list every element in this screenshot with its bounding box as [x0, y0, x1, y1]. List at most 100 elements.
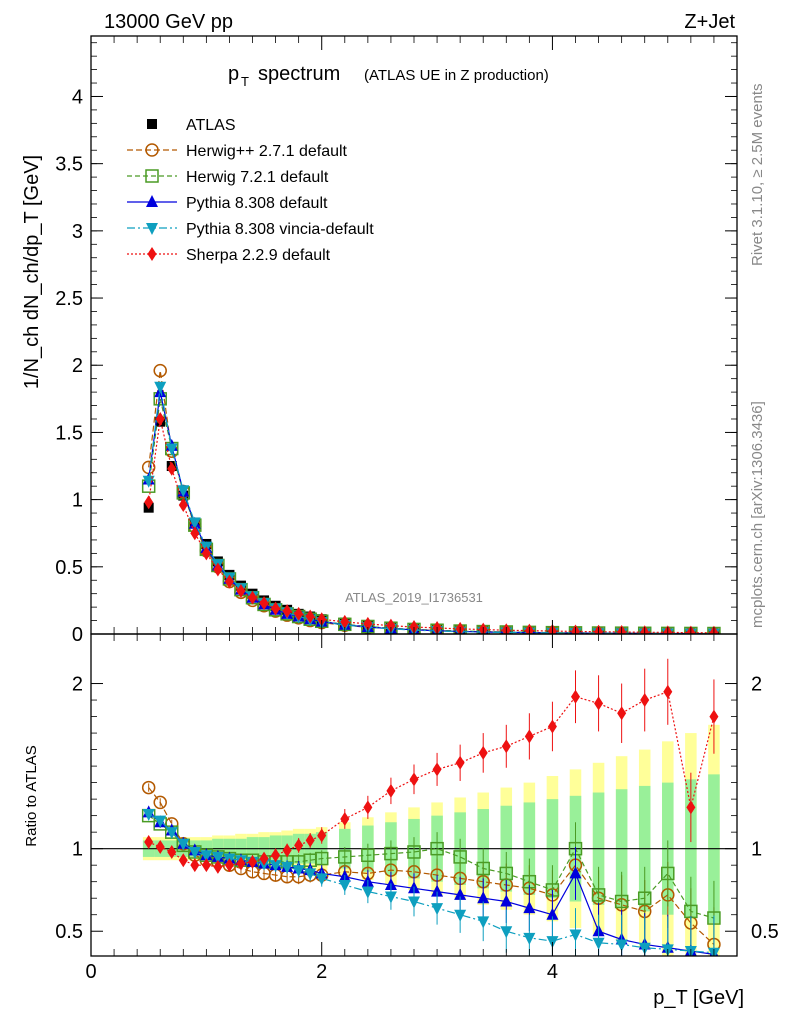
ratio-point	[478, 745, 488, 760]
main-y-label-text: 1/N_ch dN_ch/dp_T [GeV]	[21, 155, 43, 389]
ratio-point	[546, 907, 559, 920]
ratio-point	[282, 843, 292, 858]
main-point	[144, 495, 154, 510]
ratio-point	[476, 861, 490, 876]
y-tick-label: 2	[72, 355, 83, 377]
ratio-point	[592, 937, 605, 950]
main-point	[224, 574, 234, 589]
ratio-point	[569, 866, 582, 879]
ratio-point	[177, 838, 190, 851]
ratio-point	[431, 903, 444, 916]
ratio-point	[430, 841, 444, 856]
ratio-point	[477, 891, 490, 904]
ratio-point	[407, 845, 421, 859]
ratio-point	[547, 719, 557, 734]
ratio-point	[201, 858, 211, 873]
ratio-point	[409, 772, 419, 787]
ratio-point	[361, 886, 374, 899]
ratio-series-4	[144, 658, 719, 874]
legend-item: ATLAS	[147, 117, 236, 134]
series-line-5	[148, 418, 714, 634]
ratio-point	[638, 942, 651, 955]
ratio-point	[224, 858, 234, 873]
x-tick-label: 0	[85, 961, 96, 983]
ratio-panel: 0.5 0.5 1 1 2 2 0 2 4	[55, 36, 779, 983]
main-point	[142, 475, 155, 488]
mcplots-credit: mcplots.cern.ch [arXiv:1306.3436]	[749, 401, 766, 628]
x-tick-label: 4	[547, 961, 558, 983]
ratio-point	[661, 866, 675, 881]
ratio-point	[384, 891, 397, 904]
ratio-point	[453, 850, 467, 864]
main-y-label: 1/N_ch dN_ch/dp_T [GeV]	[21, 155, 43, 389]
ratio-point	[363, 800, 373, 815]
y-tick-label: 1.5	[55, 422, 83, 444]
ratio-point	[142, 808, 155, 821]
ratio-point	[709, 709, 719, 724]
ratio-point	[408, 896, 420, 909]
legend-item: Herwig 7.2.1 default	[127, 169, 329, 186]
main-point	[167, 461, 177, 476]
ratio-point	[338, 879, 351, 892]
x-axis-label: p_T [GeV]	[653, 987, 744, 1009]
series-5	[144, 411, 719, 634]
main-y-axis: 0 0.5 1 1.5 2 2.5 3 3.5 4	[55, 42, 737, 646]
ratio-point	[384, 846, 398, 861]
title-word: spectrum	[258, 63, 340, 85]
legend-label: Herwig 7.2.1 default	[186, 169, 329, 186]
y-tick-label: 0	[72, 624, 83, 646]
y-tick-label: 3.5	[55, 154, 83, 176]
ratio-point	[153, 795, 167, 810]
ratio-point	[144, 835, 154, 850]
title-p: p	[228, 63, 239, 85]
main-point	[317, 612, 327, 627]
main-point	[188, 517, 201, 530]
y-tick-label: 3	[72, 221, 83, 243]
legend-item: Sherpa 2.2.9 default	[127, 247, 331, 264]
main-point	[213, 562, 223, 577]
series-0	[143, 416, 719, 634]
ratio-point	[294, 838, 304, 853]
ratio-point	[155, 840, 165, 855]
ratio-point	[637, 891, 652, 905]
plot-title: p T spectrum (ATLAS UE in Z production)	[228, 63, 549, 89]
ratio-tick-label: 2	[72, 674, 83, 696]
ratio-point	[617, 706, 627, 721]
ratio-point	[431, 884, 444, 897]
legend-marker	[146, 223, 158, 235]
ratio-tick-label-right: 2	[751, 674, 762, 696]
ratio-point	[591, 888, 606, 902]
legend-item: Pythia 8.308 default	[127, 195, 328, 212]
title-note: (ATLAS UE in Z production)	[364, 67, 549, 84]
rivet-version: Rivet 3.1.10, ≥ 2.5M events	[749, 84, 766, 267]
ratio-point	[281, 861, 294, 874]
ratio-point	[200, 850, 213, 863]
ratio-point	[523, 932, 536, 945]
ratio-point	[236, 856, 246, 871]
ratio-point	[338, 850, 352, 864]
ratio-point	[500, 926, 513, 939]
ratio-point	[663, 684, 673, 699]
legend: ATLAS Herwig++ 2.7.1 default Herwig 7.2.1 …	[127, 117, 374, 264]
main-point	[165, 443, 178, 456]
ratio-point	[524, 729, 534, 744]
ratio-point	[340, 811, 350, 826]
analysis-id: ATLAS_2019_I1736531	[345, 590, 483, 605]
main-point	[294, 606, 304, 621]
ratio-tick-label-right: 0.5	[751, 921, 779, 943]
ratio-point	[141, 780, 156, 795]
ratio-point	[571, 689, 580, 704]
legend-item: Herwig++ 2.7.1 default	[127, 143, 348, 160]
main-point	[153, 363, 167, 378]
ratio-point	[314, 851, 329, 866]
ratio-point	[523, 901, 536, 914]
main-point	[363, 616, 373, 631]
x-tick-label: 2	[316, 961, 327, 983]
ratio-point	[304, 868, 317, 881]
legend-marker	[146, 195, 158, 207]
ratio-point	[190, 858, 200, 873]
ratio-point	[361, 848, 375, 863]
main-point	[282, 604, 292, 619]
ratio-point	[211, 851, 224, 864]
